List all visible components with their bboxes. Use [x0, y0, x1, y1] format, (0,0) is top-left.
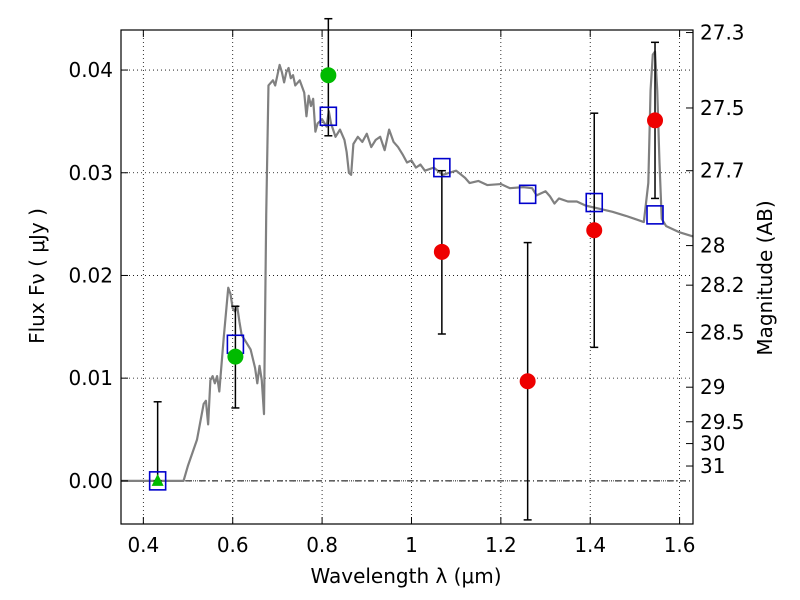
- x-tick-label: 0.8: [306, 533, 338, 557]
- y2-axis-title: Magnitude (AB): [753, 200, 777, 355]
- plot-frame: [120, 29, 694, 525]
- x-axis-title: Wavelength λ (μm): [310, 564, 501, 588]
- x-tick-label: 0.6: [217, 533, 249, 557]
- detection-point: [320, 67, 337, 84]
- y2-tick-label: 29: [700, 375, 725, 399]
- tick-mark-layer: [121, 30, 693, 524]
- y2-tick-label: 27.7: [700, 159, 745, 183]
- y-tick-labels: 0.00 0.01 0.02 0.03 0.04: [68, 58, 113, 493]
- x-tick-label: 1.4: [574, 533, 606, 557]
- x-tick-label: 1: [405, 533, 418, 557]
- model-photometry-square: [646, 205, 664, 225]
- x-tick-label: 0.4: [127, 533, 159, 557]
- y2-tick-label: 28.5: [700, 320, 745, 344]
- y-tick-label: 0.02: [68, 263, 113, 287]
- low-significance-point: [586, 222, 603, 239]
- marker-layer: [148, 67, 664, 491]
- model-photometry-square: [585, 192, 604, 213]
- y2-tick-label: 27.5: [700, 96, 745, 120]
- y-tick-label: 0.03: [68, 161, 113, 185]
- model-photometry-square: [148, 471, 167, 491]
- y-tick-label: 0.04: [68, 58, 113, 82]
- low-significance-point: [647, 112, 664, 129]
- y2-tick-label: 29.5: [700, 410, 745, 434]
- low-significance-point: [433, 243, 450, 260]
- model-photometry-square: [518, 184, 537, 205]
- y-axis-title: Flux Fν ( μJy ): [25, 208, 49, 344]
- error-bar-layer: [153, 17, 660, 521]
- model-sed-line: [121, 50, 694, 482]
- low-significance-point: [519, 373, 536, 390]
- upper-limit-triangle: [151, 473, 164, 486]
- y2-tick-label: 28.2: [700, 273, 745, 297]
- grid-layer: [121, 30, 693, 524]
- y2-tick-label: 27.3: [700, 21, 745, 45]
- y2-tick-label: 31: [700, 454, 725, 478]
- x-tick-labels: 0.4 0.6 0.8 1 1.2 1.4 1.6: [127, 533, 695, 557]
- detection-point: [227, 348, 244, 365]
- x-tick-label: 1.2: [485, 533, 517, 557]
- y2-tick-label: 28: [700, 234, 725, 258]
- model-photometry-square: [319, 106, 338, 127]
- y2-tick-label: 30: [700, 432, 725, 456]
- model-sed-line-layer: [121, 50, 694, 482]
- x-tick-label: 1.6: [664, 533, 696, 557]
- y-tick-label: 0.01: [68, 366, 113, 390]
- y-tick-label: 0.00: [68, 469, 113, 493]
- model-photometry-square: [433, 157, 451, 178]
